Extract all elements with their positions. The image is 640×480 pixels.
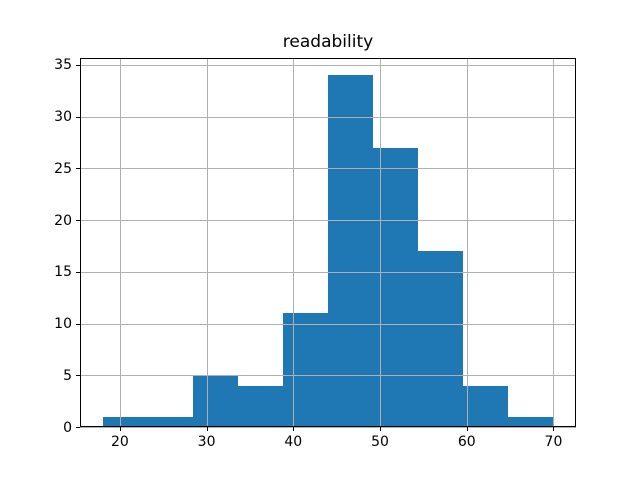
horizontal-gridline: [80, 375, 576, 377]
vertical-gridline: [380, 57, 382, 428]
y-tick-mark: [76, 116, 80, 118]
horizontal-gridline: [80, 168, 576, 170]
histogram-bar: [192, 375, 238, 428]
y-tick-label: 10: [54, 316, 72, 333]
x-tick-label: 40: [284, 434, 303, 451]
y-tick-mark: [76, 427, 80, 429]
horizontal-gridline: [80, 116, 576, 118]
y-tick-label: 20: [54, 212, 72, 229]
vertical-gridline: [293, 57, 295, 428]
histogram-bar: [328, 75, 374, 428]
chart-title: readability: [282, 31, 374, 52]
horizontal-gridline: [80, 323, 576, 325]
x-tick-mark: [466, 427, 468, 432]
x-tick-mark: [380, 427, 382, 432]
histogram-bar: [463, 385, 509, 428]
horizontal-gridline: [80, 427, 576, 429]
vertical-gridline: [206, 57, 208, 428]
horizontal-gridline: [80, 271, 576, 273]
y-tick-mark: [76, 64, 80, 66]
vertical-gridline: [466, 57, 468, 428]
y-tick-label: 15: [54, 264, 72, 281]
x-tick-label: 70: [544, 434, 563, 451]
x-tick-label: 50: [371, 434, 389, 451]
histogram-bar: [508, 416, 554, 428]
x-tick-label: 60: [457, 434, 476, 451]
histogram-bar: [237, 385, 283, 428]
vertical-gridline: [119, 57, 121, 428]
horizontal-gridline: [80, 64, 576, 66]
vertical-gridline: [553, 57, 555, 428]
y-tick-label: 25: [54, 160, 72, 177]
y-tick-label: 35: [54, 57, 72, 74]
histogram-bar: [102, 416, 148, 428]
histogram-bar: [418, 251, 464, 428]
x-tick-mark: [553, 427, 555, 432]
y-tick-label: 0: [63, 419, 72, 436]
x-tick-label: 30: [197, 434, 216, 451]
x-tick-mark: [206, 427, 208, 432]
y-tick-mark: [76, 220, 80, 222]
axes-spine: [80, 57, 576, 428]
x-tick-mark: [293, 427, 295, 432]
histogram-bar: [282, 313, 328, 428]
histogram-bar: [147, 416, 193, 428]
horizontal-gridline: [80, 220, 576, 222]
x-tick-label: 20: [110, 434, 129, 451]
y-tick-label: 30: [54, 109, 72, 126]
y-tick-label: 5: [63, 367, 72, 384]
y-tick-mark: [76, 271, 80, 273]
y-tick-mark: [76, 168, 80, 170]
y-tick-mark: [76, 375, 80, 377]
y-tick-mark: [76, 323, 80, 325]
x-tick-mark: [119, 427, 121, 432]
